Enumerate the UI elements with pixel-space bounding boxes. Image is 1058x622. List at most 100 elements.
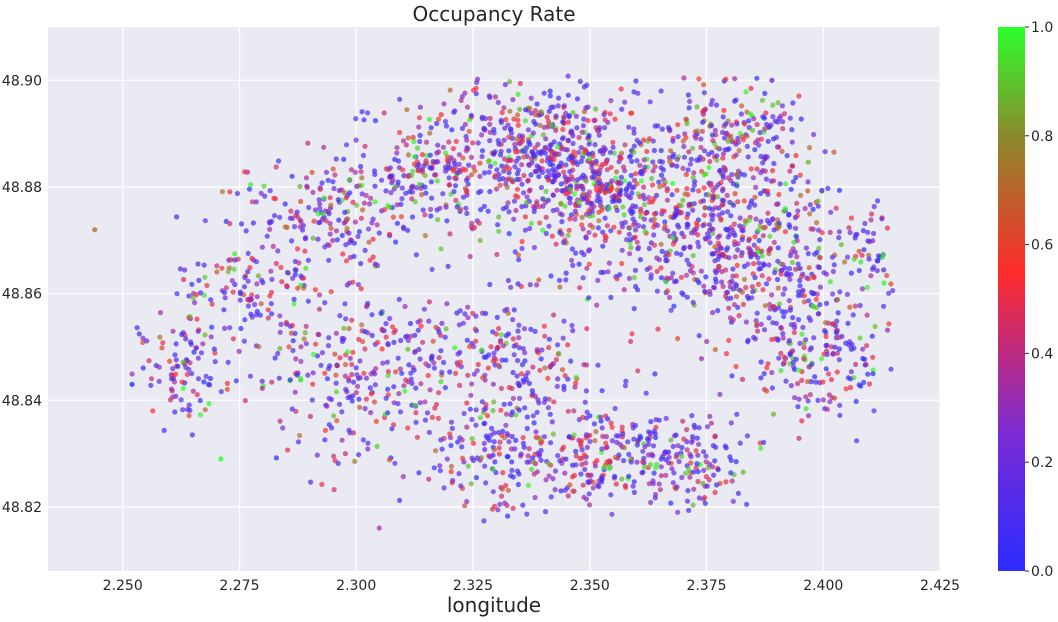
data-point [781, 354, 787, 360]
data-point [492, 459, 498, 465]
data-point [257, 312, 263, 318]
data-point [419, 152, 426, 158]
data-point [837, 412, 843, 418]
data-point [692, 425, 698, 431]
data-point [566, 156, 572, 162]
data-point [487, 129, 493, 135]
data-point [784, 153, 790, 159]
data-point [611, 150, 617, 156]
data-point [584, 409, 590, 415]
data-point [373, 418, 379, 424]
data-point [864, 312, 870, 318]
data-point [778, 324, 784, 331]
data-point [506, 209, 512, 215]
data-point [317, 186, 323, 192]
data-point [706, 164, 712, 171]
data-point [468, 154, 475, 160]
data-point [775, 224, 782, 230]
data-point [192, 300, 198, 306]
data-point [272, 355, 278, 361]
data-point [606, 205, 613, 211]
data-point [659, 248, 665, 254]
data-point [500, 428, 506, 434]
data-point [822, 149, 828, 155]
data-point [667, 294, 673, 300]
data-point [413, 385, 419, 391]
data-point [489, 506, 496, 512]
data-point [425, 372, 431, 379]
data-point [486, 169, 492, 175]
data-point [751, 334, 757, 340]
data-point [836, 346, 843, 352]
data-point [415, 327, 421, 333]
data-point [626, 275, 633, 281]
data-point [411, 154, 417, 160]
data-point [311, 218, 317, 224]
data-point [790, 315, 796, 321]
data-point [531, 459, 537, 465]
data-point [726, 146, 732, 152]
data-point [744, 433, 751, 439]
data-point [729, 172, 735, 178]
data-point [495, 99, 501, 105]
data-point [758, 375, 764, 381]
data-point [447, 431, 453, 437]
data-point [633, 78, 639, 84]
data-point [653, 417, 659, 423]
data-point [584, 326, 590, 332]
data-point [560, 335, 566, 341]
data-point [515, 328, 521, 334]
data-point [543, 136, 549, 142]
data-point [594, 128, 601, 134]
data-point [869, 266, 876, 272]
data-point [859, 286, 866, 292]
data-point [356, 336, 362, 342]
data-point [585, 117, 591, 124]
data-point [431, 465, 437, 471]
data-point [671, 230, 677, 237]
data-point [505, 453, 511, 460]
data-point [306, 204, 312, 211]
data-point [392, 184, 398, 190]
data-point [794, 238, 800, 244]
data-point [836, 187, 843, 193]
data-point [631, 436, 637, 442]
data-point [460, 155, 466, 161]
data-point [583, 234, 589, 240]
data-point [530, 364, 536, 370]
data-point [641, 157, 647, 163]
data-point [416, 181, 423, 187]
data-point [690, 207, 696, 213]
data-point [477, 415, 484, 421]
data-point [532, 328, 538, 334]
x-tick-label: 2.400 [803, 578, 843, 594]
data-point [496, 445, 502, 451]
data-point [762, 303, 769, 309]
data-point [555, 453, 561, 459]
data-point [687, 161, 694, 167]
data-point [609, 198, 616, 205]
data-point [296, 260, 302, 266]
data-point [495, 222, 501, 228]
data-point [222, 325, 228, 331]
data-point [654, 288, 661, 294]
data-point [528, 326, 534, 332]
data-point [378, 310, 384, 316]
data-point [146, 358, 152, 364]
data-point [659, 208, 665, 214]
data-point [793, 233, 800, 240]
data-point [853, 398, 859, 404]
data-point [473, 313, 479, 319]
data-point [551, 399, 557, 405]
data-point [402, 388, 408, 394]
data-point [562, 470, 568, 476]
data-point [499, 493, 505, 499]
data-point [591, 174, 597, 180]
data-point [466, 128, 472, 134]
data-point [537, 166, 543, 172]
data-point [563, 191, 569, 197]
data-point [728, 470, 734, 476]
data-point [368, 195, 374, 201]
data-point [250, 220, 256, 226]
data-point [455, 439, 461, 445]
